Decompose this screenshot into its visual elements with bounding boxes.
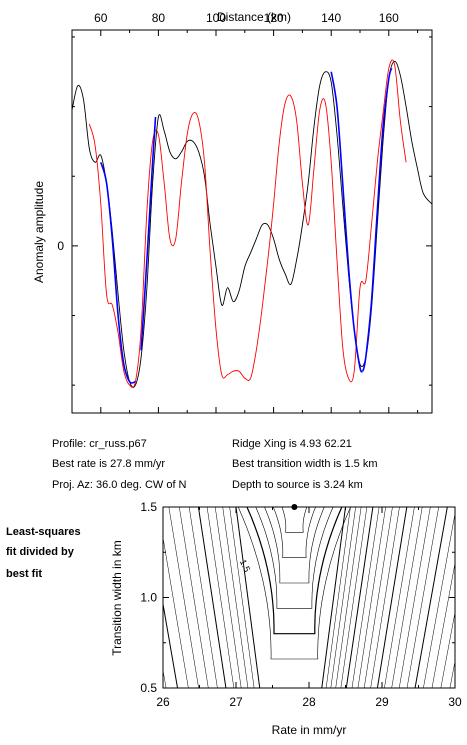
contour-line-right-13 bbox=[391, 507, 423, 688]
contour-line-right-17 bbox=[423, 512, 455, 688]
contour-line-inner-3 bbox=[264, 507, 325, 584]
misfit-contour-chart: 26 27 28 29 30 0.5 1.0 1.5 Rate in mm/yr Transi… bbox=[110, 500, 467, 737]
profile-text: Profile: cr_russ.p67 bbox=[52, 438, 147, 450]
contour-line-left-1 bbox=[235, 507, 261, 688]
contour-line-right-6 bbox=[345, 507, 374, 688]
contour-line-right-11 bbox=[376, 507, 408, 688]
best-width-text: Best transition width is 1.5 km bbox=[232, 458, 378, 470]
contour-line-left-9 bbox=[168, 507, 199, 688]
side-note-line-3: best fit bbox=[6, 568, 42, 580]
contour-line-right-2 bbox=[325, 507, 351, 688]
top-x-tick-label: 140 bbox=[321, 11, 341, 25]
side-note-line-2: fit divided by bbox=[6, 546, 75, 558]
series-fit-segment-2 bbox=[140, 116, 157, 351]
bottom-y-axis-title: Transition width in km bbox=[110, 540, 124, 656]
bottom-y-tick-label: 0.5 bbox=[140, 681, 157, 695]
top-series-group bbox=[71, 59, 433, 388]
contour-line-right-4 bbox=[335, 507, 362, 688]
series-fit-segment-3 bbox=[330, 71, 364, 373]
contour-line-right-21 bbox=[459, 507, 467, 688]
bottom-y-tick-label: 1.5 bbox=[140, 500, 157, 514]
contour-line-inner-4 bbox=[255, 507, 334, 609]
contour-line-left-11 bbox=[163, 601, 179, 688]
contour-line-inner-2 bbox=[272, 507, 316, 558]
top-plot-frame bbox=[71, 29, 433, 414]
series-model-line bbox=[88, 59, 407, 388]
contour-value-label: 1.5 bbox=[238, 558, 252, 574]
best-fit-marker bbox=[291, 504, 298, 510]
contour-line-right-9 bbox=[363, 507, 393, 688]
contour-line-inner-6 bbox=[237, 507, 351, 660]
contour-line-right-7 bbox=[351, 507, 380, 688]
contour-line-left-2 bbox=[229, 507, 255, 688]
contour-line-right-3 bbox=[330, 507, 356, 688]
series-observed-line bbox=[71, 60, 433, 388]
contour-lines bbox=[163, 507, 467, 688]
series-fit-segment-4 bbox=[362, 68, 393, 372]
bottom-x-tick-label: 30 bbox=[448, 695, 462, 709]
bottom-plot-frame bbox=[162, 506, 456, 689]
bottom-x-tick-label: 29 bbox=[375, 695, 389, 709]
top-x-axis-title: Distance (km) bbox=[217, 10, 291, 24]
contour-line-right-19 bbox=[440, 611, 455, 688]
series-fit-segment-1 bbox=[100, 162, 136, 384]
contour-line-right-15 bbox=[406, 507, 439, 688]
contour-line-inner-5 bbox=[246, 507, 343, 635]
side-note-line-1: Least-squares bbox=[6, 526, 81, 538]
top-tick-group: 60 80 100 120 140 160 0 bbox=[57, 11, 432, 413]
contour-line-right-5 bbox=[340, 507, 368, 688]
top-x-tick-label: 160 bbox=[379, 11, 399, 25]
contour-line-right-14 bbox=[398, 507, 431, 688]
bottom-x-tick-label: 27 bbox=[229, 695, 243, 709]
bottom-tick-group: 26 27 28 29 30 0.5 1.0 1.5 bbox=[140, 500, 462, 709]
contour-line-left-10 bbox=[163, 536, 189, 688]
contour-line-left-3 bbox=[222, 507, 249, 688]
bottom-y-tick-label: 1.0 bbox=[140, 591, 157, 605]
contour-line-left-7 bbox=[188, 507, 218, 688]
anomaly-profile-chart: Distance (km) Anomaly amplitude 60 80 100 1… bbox=[32, 10, 433, 414]
depth-text: Depth to source is 3.24 km bbox=[232, 479, 363, 491]
contour-line-left-4 bbox=[214, 507, 242, 688]
ridge-xing-text: Ridge Xing is 4.93 62.21 bbox=[232, 438, 352, 450]
contour-line-inner-1 bbox=[281, 507, 308, 533]
contour-line-left-5 bbox=[206, 507, 235, 688]
contour-line-right-12 bbox=[384, 507, 415, 688]
contour-line-right-10 bbox=[370, 507, 400, 688]
bottom-x-axis-title: Rate in mm/yr bbox=[272, 723, 347, 737]
top-y-tick-label: 0 bbox=[57, 239, 64, 253]
best-rate-text: Best rate is 27.8 mm/yr bbox=[52, 458, 165, 470]
side-note: Least-squares fit divided by best fit bbox=[6, 526, 81, 580]
info-block: Profile: cr_russ.p67 Best rate is 27.8 m… bbox=[52, 438, 378, 491]
proj-az-text: Proj. Az: 36.0 deg. CW of N bbox=[52, 479, 187, 491]
top-y-axis-title: Anomaly amplitude bbox=[32, 181, 46, 283]
contour-line-right-1 bbox=[321, 507, 346, 688]
contour-line-left-6 bbox=[197, 507, 227, 688]
contour-label-group: 1.5 bbox=[238, 558, 252, 574]
bottom-x-tick-label: 28 bbox=[302, 695, 316, 709]
bottom-x-tick-label: 26 bbox=[156, 695, 170, 709]
contour-line-right-8 bbox=[357, 507, 386, 688]
top-x-tick-label: 80 bbox=[152, 11, 166, 25]
top-x-tick-label: 60 bbox=[94, 11, 108, 25]
contour-line-right-16 bbox=[414, 507, 448, 688]
top-x-tick-label: 120 bbox=[264, 11, 284, 25]
contour-line-right-18 bbox=[431, 561, 455, 688]
contour-line-left-8 bbox=[179, 507, 209, 688]
top-x-tick-label: 100 bbox=[206, 11, 226, 25]
